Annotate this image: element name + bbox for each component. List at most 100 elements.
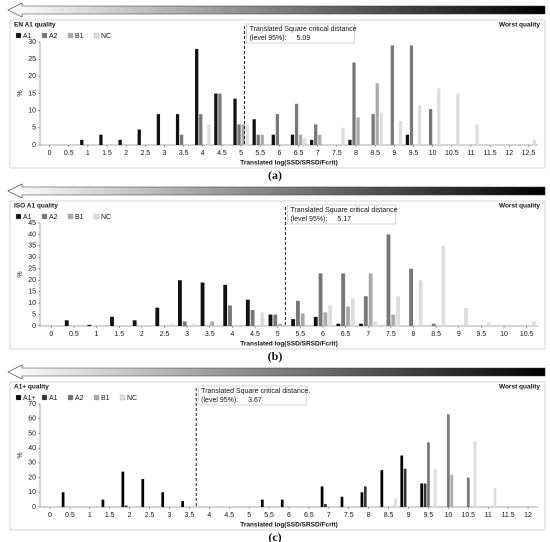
x-tick-label: 9.5 [477, 331, 487, 338]
bar [268, 314, 273, 326]
x-tick-label: 4.5 [217, 150, 227, 157]
bar [291, 319, 296, 326]
bar [428, 108, 433, 145]
bar [373, 321, 378, 326]
x-tick-label: 9 [392, 150, 396, 157]
worst-label: Worst quality [499, 203, 540, 210]
bar [241, 124, 245, 145]
bar [368, 273, 373, 326]
bar [379, 112, 383, 145]
annotation-level: (level 95%): [290, 216, 327, 223]
bar [473, 440, 477, 507]
chart-frame [9, 200, 546, 350]
bar [341, 273, 346, 326]
y-tick-label: 25 [28, 266, 36, 273]
annotation: Translated Square critical distance [250, 26, 357, 33]
y-tick-label: 30 [28, 254, 36, 261]
y-tick-label: 0 [32, 323, 36, 330]
x-tick-label: 9 [457, 331, 461, 338]
bar [214, 93, 218, 145]
legend-swatch [15, 213, 22, 220]
bar [336, 323, 341, 326]
bar [169, 323, 174, 326]
bar [233, 98, 237, 145]
legend-label: A2 [75, 395, 84, 402]
bar [391, 314, 396, 326]
bar [309, 139, 314, 145]
x-tick-label: 3.5 [205, 331, 215, 338]
bar [290, 134, 295, 145]
bar [394, 498, 397, 507]
annotation-level: (level 95%): [201, 397, 238, 404]
x-tick-label: 11.5 [502, 512, 515, 519]
caption: (a) [268, 168, 282, 182]
critical-value: 5.09 [297, 35, 311, 42]
bar [356, 117, 360, 145]
legend-swatch [15, 394, 22, 401]
x-tick-label: 8 [354, 150, 358, 157]
y-tick-label: 25 [28, 56, 36, 63]
bar [200, 282, 205, 326]
x-tick-label: 7 [366, 331, 370, 338]
y-tick-label: 40 [28, 231, 36, 238]
annotation: Translated Square critical distance. [201, 388, 310, 395]
x-tick-label: 1.5 [102, 150, 112, 157]
y-tick-label: 10 [28, 489, 36, 496]
bar [314, 124, 318, 145]
bar [464, 307, 468, 326]
legend-swatch [67, 32, 74, 39]
annotation-level: (level 95%): [250, 35, 287, 42]
x-tick-label: 0.5 [65, 512, 75, 519]
bar [256, 134, 260, 145]
legend-swatch [15, 32, 22, 39]
chart-frame [9, 19, 546, 169]
bar [409, 45, 414, 145]
y-tick-label: 30 [28, 39, 36, 46]
bar [324, 504, 327, 507]
y-tick-label: 70 [28, 401, 36, 408]
x-tick-label: 5 [239, 150, 243, 157]
bar [260, 499, 264, 507]
bar [486, 322, 491, 326]
x-tick-label: 4 [230, 331, 234, 338]
legend-label: B1 [75, 33, 84, 40]
y-tick-label: 5 [32, 311, 36, 318]
annotation: Translated Square critical distance [290, 207, 397, 214]
bar [375, 83, 379, 145]
bar [409, 268, 414, 326]
bar [346, 306, 350, 326]
bar [260, 312, 265, 326]
x-tick-label: 0 [49, 331, 53, 338]
bar [118, 139, 122, 145]
bar [323, 312, 328, 326]
x-tick-label: 0 [48, 150, 52, 157]
x-axis-label: Translated log(SSD/SRSD/Fcrit) [240, 522, 338, 529]
bar [294, 103, 299, 145]
legend-label: A1 [49, 395, 58, 402]
x-tick-label: 3 [163, 150, 167, 157]
bar [252, 119, 256, 145]
y-tick-label: 20 [28, 73, 36, 80]
x-tick-label: 6.5 [294, 150, 304, 157]
bar [318, 273, 323, 326]
bar [156, 114, 161, 145]
bar [532, 139, 537, 145]
bar [320, 486, 324, 507]
x-tick-label: 4 [207, 512, 211, 519]
y-axis-label: % [17, 90, 24, 96]
x-tick-label: 2 [128, 512, 132, 519]
bar [195, 48, 199, 145]
x-tick-label: 3 [185, 331, 189, 338]
bar [371, 114, 375, 145]
legend-label: A1 [23, 214, 32, 221]
x-tick-label: 4.5 [250, 331, 260, 338]
x-tick-label: 10.5 [445, 150, 459, 157]
x-tick-label: 4.5 [224, 512, 234, 519]
bar [400, 455, 404, 507]
bar [531, 321, 536, 326]
bar [237, 124, 241, 145]
x-tick-label: 12 [524, 512, 532, 519]
bar [417, 105, 422, 145]
bar [99, 134, 103, 145]
